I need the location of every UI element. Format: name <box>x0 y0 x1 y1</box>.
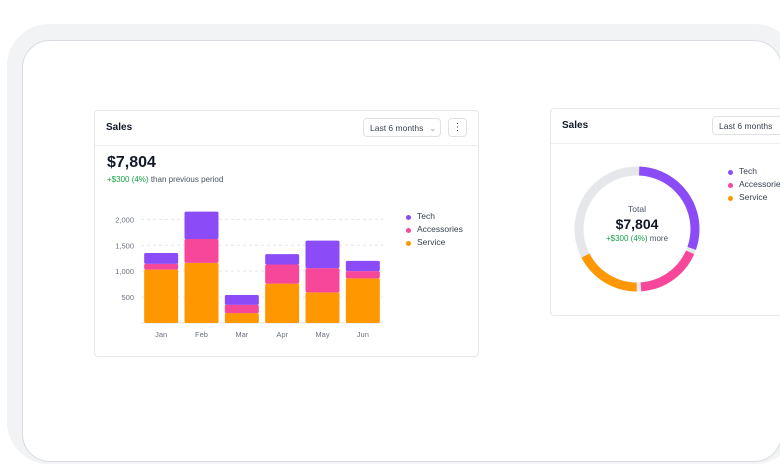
x-tick-label: Jan <box>155 330 167 339</box>
legend-label: Tech <box>739 166 757 176</box>
x-tick-label: May <box>315 330 329 339</box>
bar-segment-tech <box>184 211 219 240</box>
bar-segment-accessories <box>345 271 380 279</box>
donut-center-label: Total <box>628 204 646 214</box>
legend-item-tech: Tech <box>728 165 780 178</box>
legend-label: Tech <box>417 211 435 221</box>
sales-donut-card: Sales Last 6 months Total $7,804 +$300 (… <box>550 108 780 316</box>
legend-label: Service <box>417 237 446 247</box>
x-tick-label: Mar <box>235 330 248 339</box>
bar-segment-tech <box>144 253 179 264</box>
donut-slice-service <box>574 166 700 292</box>
y-tick-label: 500 <box>121 293 134 302</box>
legend-dot <box>406 240 411 246</box>
x-tick-label: Feb <box>195 330 208 339</box>
bar-segment-tech <box>224 295 259 305</box>
bar-segment-service <box>345 278 380 323</box>
legend-dot <box>728 182 733 188</box>
donut-legend: Tech Accessories Service <box>728 165 780 204</box>
delta-suffix: more <box>649 234 669 243</box>
donut-center-amount: $7,804 <box>615 216 659 232</box>
delta-value: +$300 (4%) <box>605 234 648 243</box>
bar-segment-service <box>144 269 179 323</box>
bar-segment-service <box>305 292 340 323</box>
range-dropdown[interactable]: Last 6 months <box>712 116 780 135</box>
legend-item-tech: Tech <box>406 210 463 223</box>
card-title: Sales <box>562 120 589 131</box>
sales-amount: $7,804 <box>107 154 156 171</box>
range-dropdown[interactable]: Last 6 months ⌄ <box>363 118 441 137</box>
bar-segment-accessories <box>144 263 179 270</box>
donut-slice-accessories <box>574 166 700 292</box>
legend-dot <box>406 214 411 220</box>
legend-item-accessories: Accessories <box>406 223 463 236</box>
bar-segment-tech <box>345 260 380 272</box>
card-title: Sales <box>106 122 133 133</box>
y-tick-label: 1,000 <box>115 267 134 276</box>
y-tick-label: 2,000 <box>115 215 134 224</box>
card-header: Sales Last 6 months <box>551 109 780 144</box>
sales-bar-card: Sales Last 6 months ⌄ ⋮ $7,804 +$300 (4%)… <box>94 110 479 357</box>
card-header: Sales Last 6 months ⌄ ⋮ <box>95 111 478 146</box>
donut-center: Total $7,804 +$300 (4%) more <box>567 204 707 243</box>
donut-slice-tech <box>574 166 700 292</box>
sales-delta: +$300 (4%) than previous period <box>107 175 223 184</box>
bar-segment-accessories <box>184 239 219 263</box>
x-tick-label: Jun <box>357 330 369 339</box>
delta-value: +$300 (4%) <box>107 175 149 184</box>
bar-segment-service <box>224 313 259 323</box>
bar-segment-service <box>184 262 219 323</box>
delta-suffix: than previous period <box>150 175 224 184</box>
bar-segment-tech <box>265 254 300 265</box>
stacked-bar-chart: 500 1,000 1,500 2,000 Jan Feb Mar Apr May Jun <box>115 211 383 339</box>
legend-dot <box>728 169 733 175</box>
legend-item-accessories: Accessories <box>728 178 780 191</box>
y-tick-label: 1,500 <box>115 241 134 250</box>
legend-label: Service <box>739 192 768 202</box>
legend-dot <box>406 227 411 233</box>
bar-segment-service <box>265 283 300 323</box>
bar-segment-accessories <box>265 264 300 284</box>
bar-segment-accessories <box>305 268 340 293</box>
range-dropdown-label: Last 6 months <box>370 123 424 133</box>
bar-legend: Tech Accessories Service <box>406 210 463 249</box>
legend-item-service: Service <box>406 236 463 249</box>
x-tick-label: Apr <box>276 330 288 339</box>
legend-label: Accessories <box>417 224 463 234</box>
donut-center-delta: +$300 (4%) more <box>567 234 707 243</box>
donut-chart <box>574 166 700 292</box>
kebab-icon: ⋮ <box>452 122 463 133</box>
bar-segment-accessories <box>224 304 259 314</box>
legend-item-service: Service <box>728 191 780 204</box>
range-dropdown-label: Last 6 months <box>719 121 773 131</box>
chevron-down-icon: ⌄ <box>429 124 437 133</box>
legend-label: Accessories <box>739 179 780 189</box>
bar-segment-tech <box>305 240 340 269</box>
legend-dot <box>728 195 733 201</box>
more-options-button[interactable]: ⋮ <box>448 118 467 137</box>
